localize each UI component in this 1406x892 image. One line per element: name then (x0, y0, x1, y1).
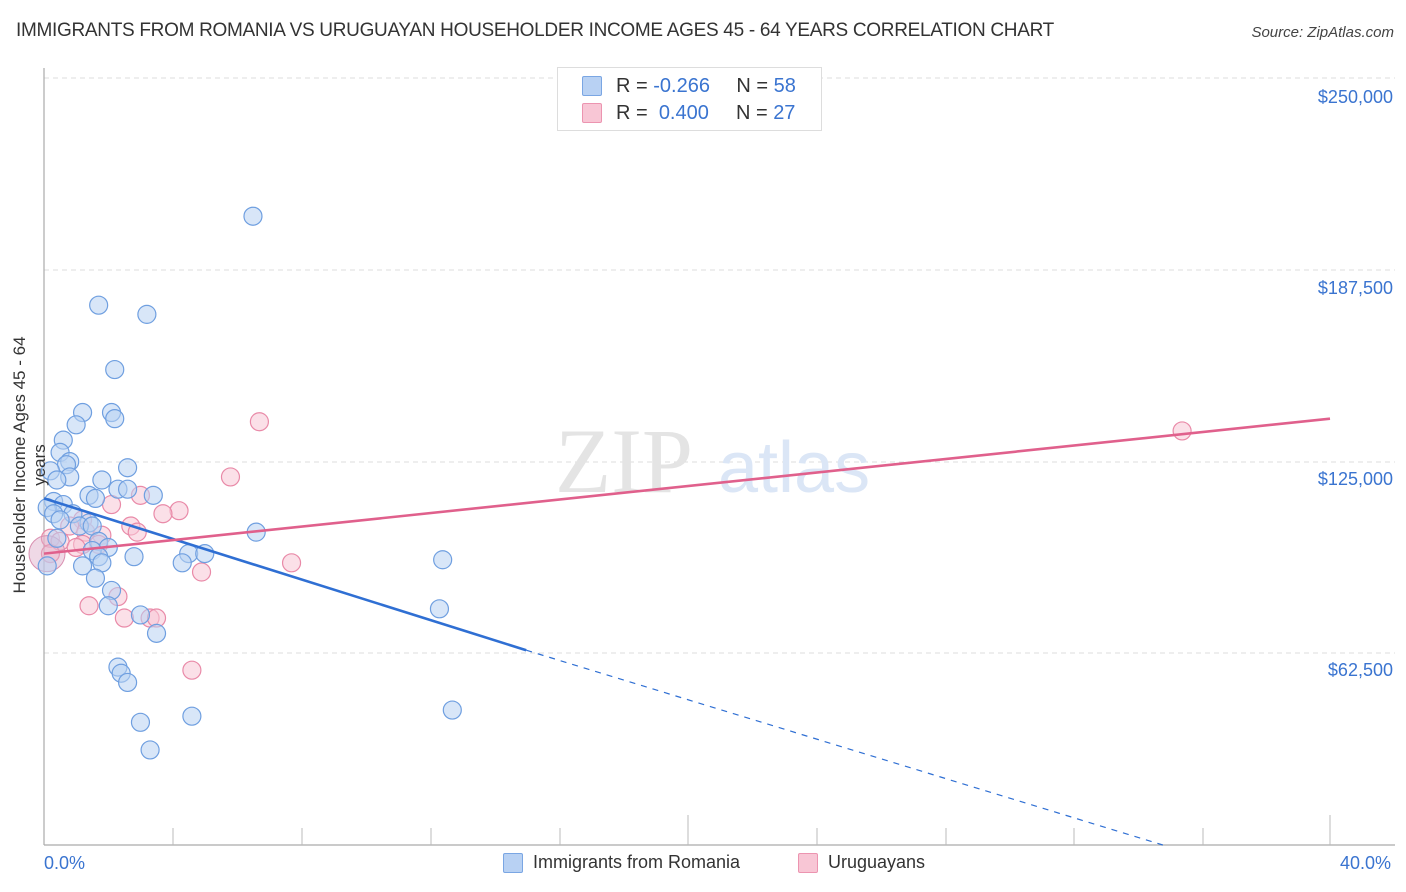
data-point (191, 562, 212, 582)
data-point (249, 412, 270, 432)
data-point (182, 660, 202, 680)
svg-text:atlas: atlas (718, 428, 870, 508)
r-label: R = (616, 74, 648, 97)
data-point (182, 706, 202, 726)
data-point (172, 553, 192, 573)
x-ticks (172, 815, 1331, 845)
data-point (89, 295, 109, 315)
y-tick-62500: $62,500 (1327, 660, 1393, 680)
legend-row-uruguayans: R = 0.400 N = 27 (582, 101, 795, 125)
y-tick-125000: $125,000 (1317, 469, 1393, 489)
y-tick-250000: $250,000 (1317, 87, 1393, 107)
data-point (114, 608, 134, 628)
romania-points (37, 206, 462, 760)
data-point (85, 568, 106, 588)
data-point (143, 485, 163, 505)
data-point (243, 206, 263, 226)
data-point (146, 623, 167, 643)
data-point (220, 467, 241, 487)
n-label: N = (736, 74, 769, 97)
bottom-legend-romania[interactable]: Immigrants from Romania (503, 852, 740, 873)
trend-line (43, 497, 527, 652)
watermark: ZIP atlas (555, 410, 870, 512)
data-point (105, 409, 125, 429)
data-point (98, 596, 118, 616)
correlation-legend: R = -0.266 N = 58 R = 0.400 N = 27 (557, 67, 822, 131)
bottom-legend-uruguayans[interactable]: Uruguayans (798, 852, 925, 873)
data-point (130, 605, 151, 625)
legend-row-romania: R = -0.266 N = 58 (582, 74, 796, 98)
source-label: Source: ZipAtlas.com (1251, 24, 1394, 41)
n-label: N = (735, 101, 768, 124)
data-point (117, 479, 138, 499)
data-point (72, 556, 93, 576)
r-value-uruguayans: 0.400 (658, 101, 709, 124)
data-point (66, 415, 86, 435)
r-label: R = (616, 101, 648, 124)
n-value-romania: 58 (773, 74, 796, 97)
data-point (153, 504, 173, 524)
data-point (137, 304, 157, 324)
data-point (66, 537, 86, 558)
data-point (50, 510, 70, 530)
trend-line-extrapolated (526, 649, 1163, 846)
data-point (47, 528, 67, 548)
data-point (442, 700, 462, 720)
romania-legend-label: Immigrants from Romania (533, 852, 741, 872)
data-point (37, 556, 57, 576)
trend-line (43, 417, 1331, 555)
n-value-uruguayans: 27 (773, 101, 796, 124)
y-axis-title: Householder Income Ages 45 - 64 years (10, 336, 49, 594)
romania-swatch-icon (582, 76, 602, 96)
gridlines (44, 77, 1395, 654)
data-point (140, 740, 160, 760)
y-tick-187500: $187,500 (1317, 278, 1393, 298)
romania-legend-icon (503, 852, 523, 873)
trend-lines (43, 417, 1331, 846)
data-point (105, 359, 125, 380)
data-point (429, 599, 450, 619)
data-point (124, 547, 144, 567)
x-tick-min: 0.0% (44, 853, 86, 873)
data-point (92, 470, 112, 490)
uruguayans-legend-label: Uruguayans (828, 852, 926, 872)
chart-title: IMMIGRANTS FROM ROMANIA VS URUGUAYAN HOU… (16, 20, 1054, 41)
data-point (130, 712, 151, 732)
uruguayans-swatch-icon (582, 103, 602, 123)
uruguayans-legend-icon (798, 852, 818, 873)
data-point (1172, 421, 1192, 441)
data-point (117, 672, 138, 693)
r-value-romania: -0.266 (653, 74, 710, 97)
data-point (85, 488, 106, 509)
data-point (281, 553, 302, 573)
svg-text:ZIP: ZIP (555, 410, 693, 512)
data-point (433, 550, 453, 570)
data-point (47, 470, 67, 490)
data-point (169, 501, 189, 521)
x-tick-max: 40.0% (1340, 853, 1392, 873)
data-point (79, 596, 99, 616)
data-point (117, 458, 138, 478)
